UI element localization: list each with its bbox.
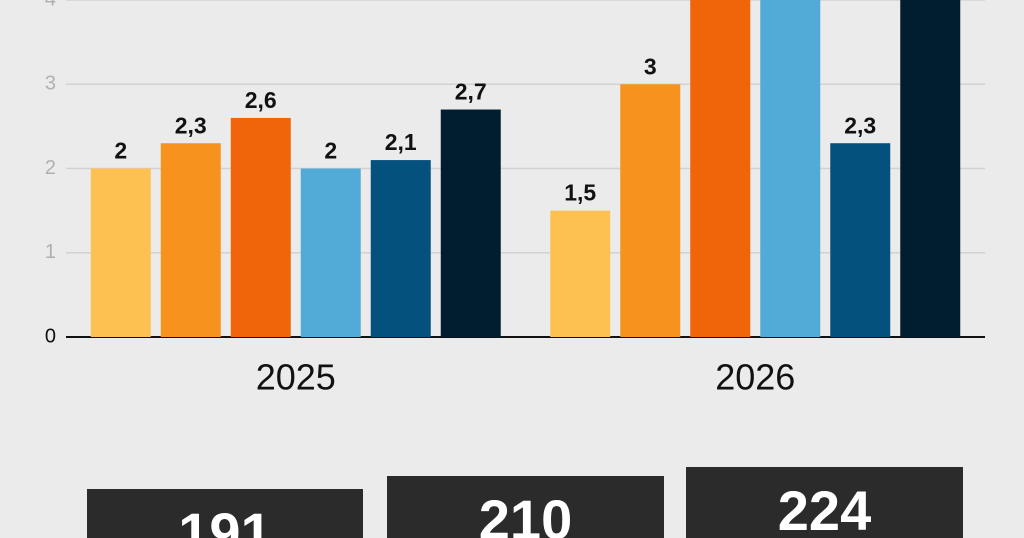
- bar: [370, 160, 431, 337]
- bar: [760, 0, 821, 337]
- bar: [230, 117, 291, 337]
- value-label: 2: [114, 138, 127, 164]
- bar: [830, 143, 891, 337]
- y-tick-label: 4: [45, 0, 56, 10]
- x-tick-label: 2026: [715, 357, 795, 398]
- summary-box: [686, 467, 963, 538]
- bars: [90, 0, 961, 338]
- y-tick-label: 3: [45, 73, 56, 95]
- bar: [550, 210, 611, 337]
- summary-boxes: 191 210 224: [87, 467, 963, 538]
- bar: [690, 0, 751, 337]
- value-label: 2,3: [175, 112, 207, 138]
- y-tick-label: 2: [45, 157, 56, 179]
- value-label: 2: [324, 138, 337, 164]
- bar: [300, 168, 361, 337]
- y-tick-label: 1: [45, 241, 56, 263]
- labels: 0 1 2 3 4 2025 2 2,3 2,6 2 2,1 2,7 2026 1,5 3 2,3: [45, 0, 876, 398]
- bar: [160, 143, 221, 337]
- value-label: 2,6: [245, 87, 277, 113]
- value-label: 3: [644, 53, 657, 79]
- value-label: 2,3: [844, 112, 876, 138]
- x-tick-label: 2025: [256, 357, 336, 398]
- summary-box: [387, 476, 664, 538]
- bar: [900, 0, 961, 337]
- summary-box: [87, 489, 363, 538]
- bar: [90, 168, 151, 337]
- value-label: 2,1: [385, 129, 417, 155]
- summary-value: 210: [479, 488, 572, 538]
- summary-value: 224: [778, 479, 871, 538]
- value-label: 2,7: [455, 79, 487, 105]
- value-label: 1,5: [564, 180, 596, 206]
- bar: [440, 109, 501, 338]
- summary-value: 191: [178, 501, 271, 538]
- y-tick-label: 0: [45, 325, 56, 347]
- bar: [620, 84, 681, 337]
